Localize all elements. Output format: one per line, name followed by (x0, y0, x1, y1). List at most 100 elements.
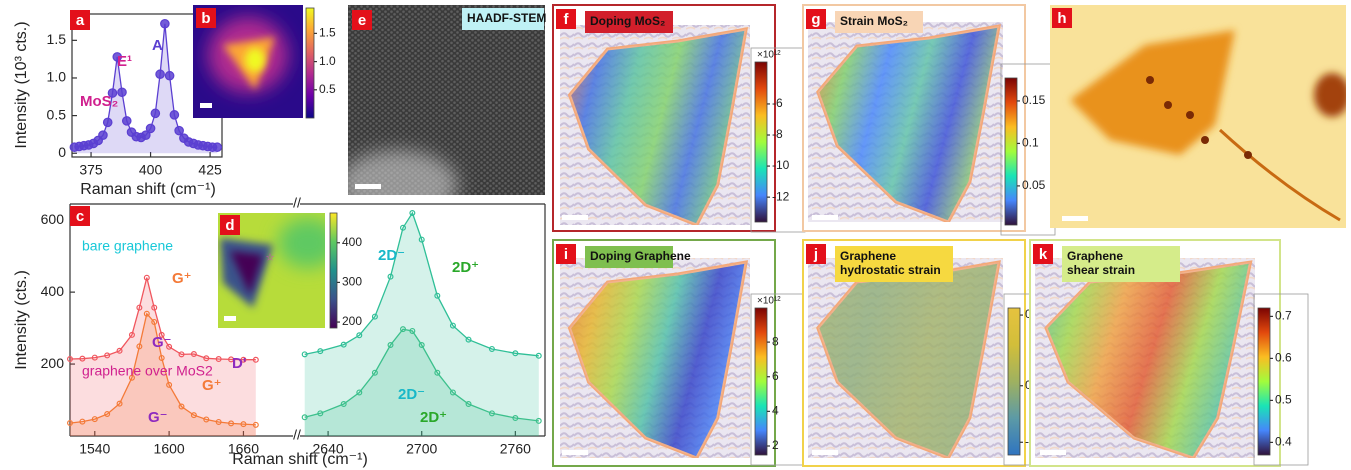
data-point (165, 72, 173, 80)
y-tick-label: 1.5 (47, 31, 67, 47)
colorbar (1008, 308, 1020, 455)
colorbar-tick-label: -8 (772, 127, 783, 141)
colorbar-tick-label: 0.6 (1275, 351, 1292, 365)
panel-title: HAADF-STEM (467, 11, 546, 25)
panel-label: h (1057, 10, 1066, 27)
x-tick-label: 1600 (154, 441, 185, 457)
series-label: graphene over MoS2 (82, 363, 213, 379)
panel-label: d (225, 217, 234, 234)
y-axis-label: Intensity (10³ cts.) (13, 21, 30, 148)
x-tick-label: 425 (198, 162, 222, 178)
panel-label: k (1039, 246, 1048, 263)
x-tick-label: 375 (79, 162, 103, 178)
x-axis-label: Raman shift (cm⁻¹) (80, 181, 216, 198)
data-point (175, 126, 183, 134)
colorbar-tick-label: 300 (342, 275, 362, 289)
scale-bar (812, 215, 838, 220)
panel-label: g (811, 11, 820, 28)
colorbar (306, 8, 314, 118)
panel-title: Doping MoS₂ (590, 14, 665, 28)
panel-label: j (813, 246, 818, 263)
colorbar-tick-label: -6 (772, 96, 783, 110)
svg-text:☆: ☆ (266, 253, 275, 264)
colorbar-tick-label: 0.5 (1275, 393, 1292, 407)
data-point (170, 111, 178, 119)
data-point (213, 143, 221, 151)
panel-label: b (201, 10, 210, 27)
colorbar (1005, 78, 1017, 225)
colorbar-tick-label: 0.1 (1022, 136, 1039, 150)
colorbar-tick-label: 0.05 (1022, 178, 1046, 192)
panel-title: Graphene (1067, 249, 1123, 263)
annotation: 2D⁺ (420, 409, 447, 426)
x-tick-label: 2700 (406, 441, 437, 457)
annotation: G⁺ (172, 270, 192, 287)
y-tick-label: 0 (58, 144, 66, 160)
colorbar-tick-label: 200 (342, 314, 362, 328)
scale-bar (1040, 450, 1066, 455)
data-point (156, 70, 164, 78)
data-point (118, 88, 126, 96)
data-point (99, 131, 107, 139)
annotation: MoS₂ (80, 93, 118, 110)
annotation: E¹ (117, 53, 132, 70)
colorbar-tick-label: 400 (342, 235, 362, 249)
colorbar-tick-label: 0.15 (1022, 93, 1046, 107)
scale-bar (1062, 216, 1088, 221)
map-image (1050, 5, 1350, 228)
x-tick-label: 400 (139, 162, 163, 178)
map-image (1035, 258, 1255, 458)
panel-title: Strain MoS₂ (840, 14, 908, 28)
scale-bar (224, 316, 236, 321)
y-tick-label: 0.5 (47, 106, 67, 122)
map-image (808, 22, 1003, 222)
colorbar (755, 62, 767, 222)
annotation: G⁺ (202, 377, 222, 394)
map-image (808, 258, 1003, 458)
data-point (104, 118, 112, 126)
axis-break: // (293, 195, 301, 211)
data-point (161, 20, 169, 28)
annotation: 2D⁺ (452, 259, 479, 276)
colorbar (330, 213, 337, 328)
panel-title: hydrostatic strain (840, 263, 941, 277)
colorbar (1258, 308, 1270, 455)
colorbar-tick-label: 2 (772, 438, 779, 452)
panel-label: e (358, 12, 366, 29)
colorbar-tick-label: 1.5 (319, 26, 336, 40)
annotation: D' (232, 355, 246, 372)
panel-label: i (564, 246, 568, 263)
y-tick-label: 400 (41, 283, 65, 299)
annotation: 2D⁻ (398, 386, 425, 403)
panel-label: c (76, 208, 84, 225)
x-tick-label: 1540 (79, 441, 110, 457)
colorbar (755, 308, 767, 455)
scale-bar (562, 215, 588, 220)
scale-bar (562, 450, 588, 455)
figure: 375 400 425 0 0.5 1.0 1.5 Intensity (10³ cts.) R… (0, 0, 1351, 470)
x-tick-label: 2760 (500, 441, 531, 457)
colorbar-tick-label: 0.5 (319, 82, 336, 96)
colorbar-tick-label: 0.4 (1275, 435, 1292, 449)
data-point (123, 117, 131, 125)
map-image (560, 258, 750, 458)
panel-label: a (76, 12, 85, 29)
panel-title: shear strain (1067, 263, 1135, 277)
axis-break: // (293, 427, 301, 443)
panel-title: Graphene (840, 249, 896, 263)
y-tick-label: 600 (41, 211, 65, 227)
y-tick-label: 1.0 (47, 69, 67, 85)
data-point (146, 124, 154, 132)
scale-bar (812, 450, 838, 455)
colorbar-tick-label: -10 (772, 158, 790, 172)
colorbar-tick-label: 4 (772, 404, 779, 418)
y-axis-label: Intensity (cts.) (13, 270, 30, 370)
colorbar-tick-label: 0.7 (1275, 309, 1292, 323)
annotation: A (152, 37, 163, 54)
x-axis-label: Raman shift (cm⁻¹) (232, 451, 368, 468)
annotation: 2D⁻ (378, 247, 405, 264)
annotation: G⁻ (152, 334, 172, 351)
map-image (560, 25, 750, 225)
colorbar-tick-label: 8 (772, 334, 779, 348)
colorbar-tick-label: 1.0 (319, 54, 336, 68)
